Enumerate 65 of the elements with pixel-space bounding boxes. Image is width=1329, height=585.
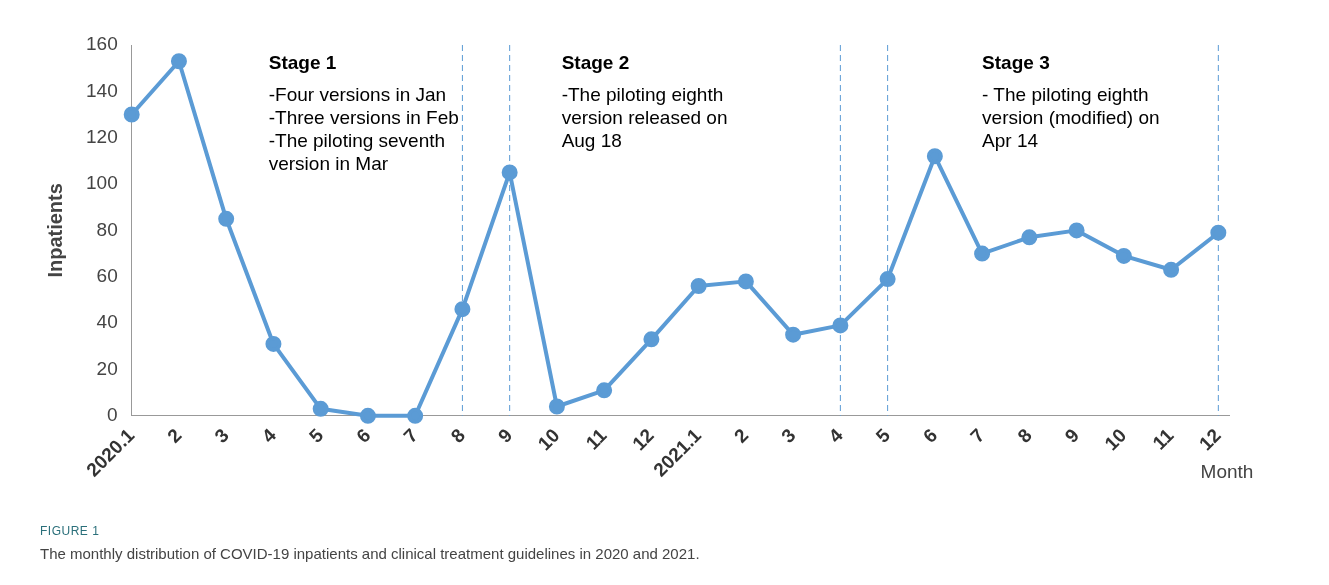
y-tick-label: 120 (86, 125, 118, 147)
point (785, 326, 802, 343)
annotation: Stage 3 (982, 51, 1050, 73)
point (974, 245, 991, 262)
x-tick-label: 8 (446, 424, 469, 447)
x-tick-label: 7 (399, 424, 422, 447)
x-tick-label: 12 (1195, 424, 1225, 455)
x-tick-label: 3 (777, 424, 800, 447)
point (879, 271, 896, 288)
point (501, 164, 518, 181)
point (1115, 247, 1132, 264)
point (170, 53, 187, 70)
y-tick-label: 140 (86, 79, 118, 101)
x-tick-label: 4 (824, 424, 848, 447)
y-tick-label: 60 (96, 264, 118, 286)
x-tick-label: 6 (919, 424, 942, 447)
point (737, 273, 754, 290)
point (454, 301, 471, 318)
annotation: Stage 2 (561, 51, 630, 73)
x-tick-label: 9 (493, 424, 517, 447)
point (359, 407, 376, 424)
y-tick-label: 20 (96, 357, 118, 379)
point (407, 407, 424, 424)
point (832, 317, 849, 334)
point (218, 210, 235, 227)
point (1021, 229, 1038, 246)
point (926, 148, 943, 165)
x-tick-label: 10 (1100, 424, 1131, 455)
x-tick-label: 5 (304, 424, 328, 447)
y-tick-label: 0 (107, 404, 118, 426)
x-tick-label: 7 (966, 424, 989, 447)
y-tick-label: 40 (96, 311, 118, 333)
annotation: -The piloting eighth version released on Aug 18 (561, 84, 728, 152)
point (312, 400, 329, 417)
point (123, 106, 140, 123)
point (643, 331, 660, 348)
x-axis-title: Month (1200, 460, 1254, 482)
point (1210, 224, 1227, 241)
point (1163, 261, 1180, 278)
annotation: - The piloting eighth version (modified) on Apr 14 (982, 84, 1160, 152)
x-tick-label: 6 (352, 424, 375, 447)
x-tick-label: 2 (730, 424, 753, 447)
x-tick-label: 3 (210, 424, 233, 447)
point (690, 278, 707, 295)
x-tick-label: 2 (163, 424, 186, 447)
y-axis-title: Inpatients (43, 183, 66, 278)
point (265, 335, 282, 352)
x-tick-label: 10 (533, 424, 564, 455)
text: The monthly distribution of COVID-19 inpatients and clinical treatment guidelines in 2020 and 2021. (40, 545, 700, 562)
annotation: Stage 1 (268, 51, 337, 73)
y-tick-label: 100 (86, 172, 118, 194)
point (548, 398, 565, 415)
y-tick-label: 80 (96, 218, 118, 240)
point (1068, 222, 1085, 239)
x-tick-label: 4 (257, 424, 281, 447)
x-tick-label: 8 (1013, 424, 1036, 447)
point (596, 382, 613, 399)
x-tick-label: 12 (628, 424, 658, 455)
annotation: -Four versions in Jan -Three versions in Feb -The piloting seventh version in Mar (268, 84, 459, 175)
x-tick-label: 9 (1060, 424, 1084, 447)
x-tick-label: 11 (1148, 424, 1178, 454)
caption: FIGURE 1 (40, 524, 100, 538)
x-tick-label: 5 (871, 424, 895, 447)
x-tick-label: 11 (581, 424, 611, 454)
y-tick-label: 160 (86, 33, 118, 55)
